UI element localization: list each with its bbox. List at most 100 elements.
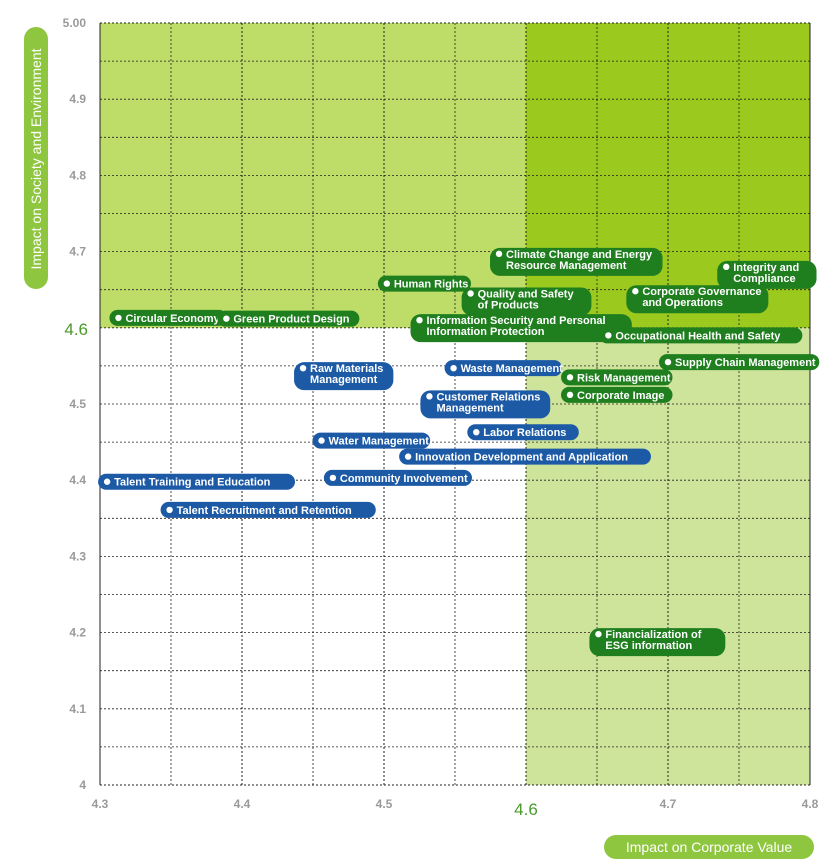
point-label-pill: [410, 314, 632, 343]
point-marker: [115, 314, 122, 322]
point-marker: [404, 453, 412, 460]
y-tick-label: 4.5: [69, 397, 86, 411]
data-point: Waste Management: [444, 360, 564, 377]
y-tick-label: 5.00: [63, 16, 87, 30]
data-point: Labor Relations: [467, 424, 579, 441]
y-tick-label: 4.8: [69, 168, 86, 182]
point-label-text: Supply Chain Management: [675, 357, 816, 369]
y-axis-title: Impact on Society and Environment: [24, 27, 48, 289]
point-marker: [495, 250, 503, 258]
data-point: Human Rights: [377, 275, 472, 292]
point-marker: [329, 474, 337, 482]
point-label-text: Labor Relations: [483, 427, 566, 439]
point-label-text: ESG information: [605, 640, 692, 652]
point-label-text: Compliance: [733, 273, 795, 285]
x-tick-label: 4.3: [92, 797, 109, 811]
data-point: Risk Management: [561, 369, 673, 386]
data-point: Occupational Health and Safety: [599, 327, 803, 344]
x-tick-label: 4.8: [802, 797, 819, 811]
point-marker: [166, 506, 173, 514]
point-label-pill: [109, 309, 228, 326]
point-label-pill: [659, 354, 820, 371]
point-label-pill: [98, 473, 295, 490]
point-marker: [664, 358, 672, 366]
x-tick-label: 4.5: [376, 797, 393, 811]
point-marker: [723, 263, 730, 271]
point-label-pill: [561, 386, 673, 403]
x-tick-label: 4.4: [234, 797, 251, 811]
point-marker: [103, 478, 111, 485]
point-label-text: Waste Management: [461, 363, 564, 375]
point-label-text: Management: [310, 374, 378, 386]
point-label-text: of Products: [478, 300, 539, 312]
point-label-pill: [589, 628, 726, 657]
point-label-pill: [217, 310, 360, 327]
point-label-text: Risk Management: [577, 372, 671, 384]
point-marker: [566, 391, 574, 399]
data-point: Water Management: [312, 432, 431, 449]
y-tick-label: 4.2: [69, 626, 86, 640]
point-label-text: Management: [436, 402, 504, 414]
y-tick-label: 4.3: [69, 549, 86, 563]
point-label-text: Water Management: [329, 436, 430, 448]
point-label-pill: [561, 369, 673, 386]
point-label-pill: [490, 247, 663, 276]
point-label-text: and Operations: [642, 297, 723, 309]
axis-ticks: 4.3 4.4 4.5 4.7 4.8 4 4.1 4.2 4.3 4.4 4.5 4.7 4.8 4.9…: [63, 16, 819, 811]
data-point: Information Security and PersonalInforma…: [410, 314, 632, 343]
data-point: Supply Chain Management: [659, 354, 820, 371]
point-label-text: Occupational Health and Safety: [615, 330, 781, 342]
point-marker: [223, 315, 230, 322]
point-label-pill: [626, 285, 769, 314]
y-tick-label: 4.1: [69, 702, 86, 716]
point-marker: [450, 364, 457, 372]
point-label-pill: [717, 260, 817, 289]
point-label-text: Information Security and Personal: [427, 315, 606, 327]
point-marker: [605, 332, 612, 339]
point-label-pill: [399, 448, 651, 465]
data-point: Innovation Development and Application: [399, 448, 651, 465]
point-label-pill: [420, 390, 551, 419]
point-label-text: Green Product Design: [233, 314, 349, 326]
data-point: Green Product Design: [217, 310, 360, 327]
point-label-text: Raw Materials: [310, 363, 383, 375]
data-point: Circular Economy: [109, 309, 228, 326]
point-label-pill: [461, 287, 592, 316]
point-marker: [473, 428, 480, 436]
point-label-text: Community Involvement: [340, 473, 468, 485]
data-point: Community Involvement: [323, 469, 472, 486]
point-label-pill: [377, 275, 472, 292]
y-threshold-label: 4.6: [64, 320, 88, 339]
point-marker: [632, 288, 639, 295]
point-label-pill: [160, 501, 376, 518]
x-threshold-label: 4.6: [514, 800, 538, 819]
point-marker: [416, 316, 423, 324]
point-marker: [299, 364, 307, 372]
point-label-text: Corporate Image: [577, 390, 664, 402]
point-label-text: Circular Economy: [125, 313, 220, 325]
point-label-text: Customer Relations: [436, 391, 540, 403]
point-label-text: Integrity and: [733, 262, 799, 274]
point-label-pill: [323, 469, 472, 486]
point-label-text: Information Protection: [427, 326, 545, 338]
point-label-text: Innovation Development and Application: [415, 452, 628, 464]
x-axis-title: Impact on Corporate Value: [604, 835, 814, 859]
data-point: Talent Recruitment and Retention: [160, 501, 376, 518]
threshold-labels: 4.6 4.6: [64, 320, 537, 819]
y-tick-label: 4.9: [69, 92, 86, 106]
point-label-text: Resource Management: [506, 260, 627, 272]
point-label-pill: [599, 327, 803, 344]
point-label-text: Human Rights: [394, 279, 469, 291]
point-label-pill: [294, 362, 394, 391]
point-marker: [467, 290, 474, 297]
x-tick-label: 4.7: [660, 797, 677, 811]
data-point: Corporate Image: [561, 386, 673, 403]
